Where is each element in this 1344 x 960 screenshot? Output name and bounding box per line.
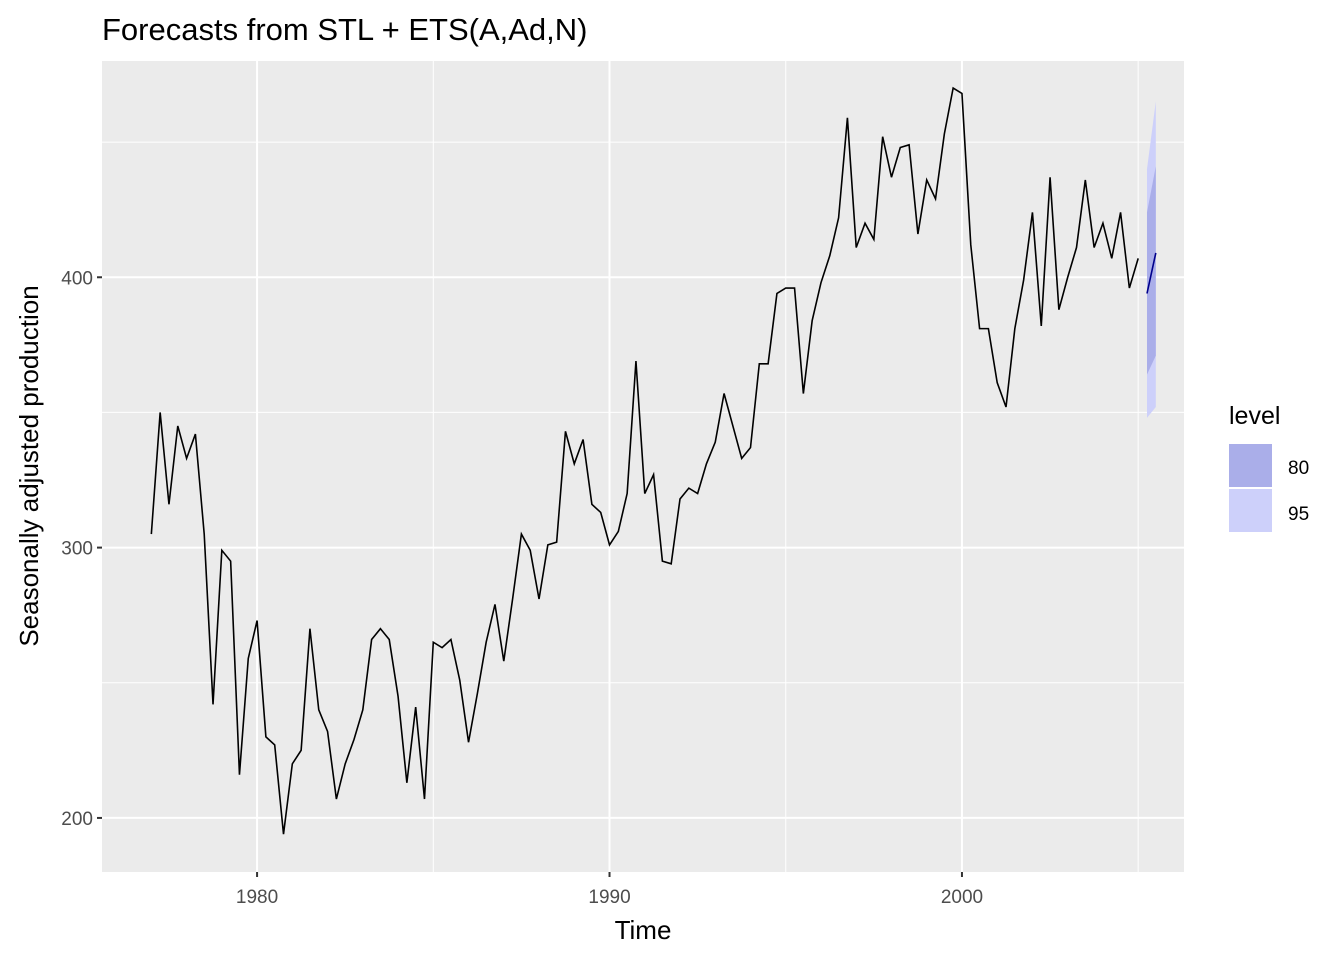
legend-key-80 (1229, 444, 1272, 487)
y-tick-label: 200 (61, 809, 93, 830)
legend: level 80 95 (1229, 402, 1309, 532)
x-axis: 1980 1990 2000 (236, 872, 983, 908)
x-tick-label: 1990 (588, 887, 630, 908)
y-tick-label: 300 (61, 539, 93, 560)
grid-major (102, 61, 1184, 872)
y-axis-title: Seasonally adjusted production (14, 285, 44, 646)
legend-key-95 (1229, 489, 1272, 532)
y-tick-label: 400 (61, 268, 93, 289)
y-axis: 200 300 400 (61, 268, 102, 830)
legend-label-80: 80 (1288, 458, 1309, 479)
history-line (150, 86, 1139, 835)
x-tick-label: 2000 (941, 887, 983, 908)
x-axis-title: Time (615, 915, 672, 945)
x-tick-label: 1980 (236, 887, 278, 908)
grid-minor (102, 61, 1184, 872)
legend-label-95: 95 (1288, 504, 1309, 525)
legend-title: level (1229, 402, 1280, 430)
forecast-mean-line (1146, 252, 1157, 294)
chart-title: Forecasts from STL + ETS(A,Ad,N) (102, 12, 588, 47)
